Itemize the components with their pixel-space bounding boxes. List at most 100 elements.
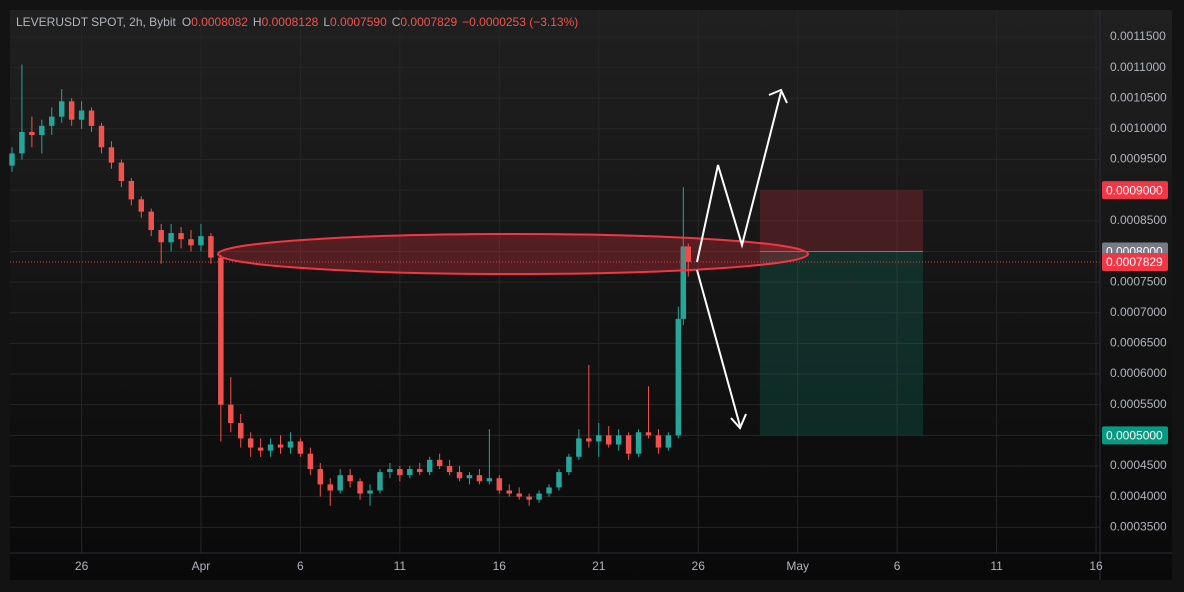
candle-body — [307, 453, 314, 470]
change: −0.0000253 (−3.13%) — [462, 15, 578, 29]
candle-body — [78, 110, 85, 120]
candle-body — [426, 459, 433, 473]
candle-body — [208, 236, 214, 258]
candle-body — [486, 478, 493, 482]
candle-body — [68, 101, 75, 120]
candle-body — [576, 438, 582, 457]
candle-body — [407, 469, 413, 476]
candle-body — [168, 233, 174, 243]
candle-body — [19, 131, 25, 154]
candle-body — [377, 472, 383, 491]
symbol: LEVERUSDT SPOT, 2h, Bybit — [16, 15, 177, 29]
candle-body — [655, 435, 662, 448]
candle-body — [267, 444, 274, 451]
candle-body — [188, 239, 194, 246]
candle-body — [218, 257, 224, 405]
candle-body — [516, 493, 522, 497]
candle-body — [665, 435, 672, 448]
ohlc-key: L — [323, 15, 330, 29]
price-tag — [1102, 252, 1168, 271]
candle-body — [645, 432, 652, 436]
candle-body — [9, 153, 15, 166]
candle-body — [49, 116, 55, 126]
candle-body — [257, 447, 264, 451]
candle-body — [287, 441, 294, 448]
candle-body — [297, 441, 304, 454]
candle-body — [546, 487, 552, 494]
y-tick-label: 0.0004000 — [1110, 489, 1167, 503]
candle-body — [556, 472, 562, 488]
y-tick-label: 0.0003500 — [1110, 519, 1167, 533]
down-arrow — [696, 269, 741, 427]
candle-body — [456, 472, 463, 479]
candle-body — [367, 490, 373, 494]
chart-panel — [10, 10, 1172, 580]
x-tick-label: 21 — [592, 559, 606, 573]
y-tick-label: 0.0006500 — [1110, 336, 1167, 350]
candle-body — [317, 469, 324, 485]
x-tick-label: 16 — [1089, 559, 1103, 573]
stop-zone — [759, 190, 923, 252]
highlight-ellipse — [217, 233, 809, 275]
candle-body — [387, 469, 393, 473]
candle-body — [446, 465, 453, 473]
candle-body — [675, 318, 682, 436]
x-tick-label: Apr — [192, 559, 211, 573]
x-tick-label: 6 — [297, 559, 304, 573]
y-tick-label: 0.0010500 — [1110, 90, 1167, 104]
up-arrow — [696, 91, 782, 263]
x-tick-label: 11 — [394, 559, 407, 573]
candle-body — [29, 131, 35, 136]
x-tick-label: 16 — [493, 559, 507, 573]
candle-body — [605, 435, 612, 445]
arrows — [696, 88, 788, 430]
y-tick-label: 0.0007500 — [1110, 274, 1167, 288]
candle-body — [198, 236, 204, 246]
candle-body — [108, 147, 115, 163]
x-tick-label: May — [786, 559, 809, 573]
header: LEVERUSDT SPOT, 2h, Bybit O0.0008082 H0.00… — [16, 15, 578, 29]
candle-body — [476, 475, 483, 482]
y-tick-label: 0.0011000 — [1110, 60, 1166, 74]
price-tag-label: 0.0005000 — [1106, 429, 1163, 443]
candle-body — [586, 438, 592, 442]
candle-body — [496, 478, 503, 491]
candle-body — [247, 438, 254, 448]
candle-body — [625, 435, 632, 454]
candle-body — [397, 469, 403, 476]
candle-body — [178, 233, 184, 240]
target-zone — [759, 251, 923, 436]
ohlc-value: 0.0008082 — [191, 15, 248, 29]
candle-body — [148, 211, 154, 231]
candle-body — [436, 459, 443, 466]
candle-body — [337, 475, 343, 491]
y-tick-label: 0.0011500 — [1110, 29, 1166, 43]
x-tick-label: 26 — [75, 559, 89, 573]
candle-body — [138, 199, 145, 212]
candle-body — [417, 469, 423, 473]
x-tick-label: 6 — [894, 559, 901, 573]
candle-body — [158, 230, 164, 243]
candle-body — [526, 496, 532, 500]
candle-body — [357, 481, 363, 494]
ohlc-value: 0.0007590 — [330, 15, 387, 29]
y-tick-label: 0.0010000 — [1110, 121, 1167, 135]
price-tag-label: 0.0009000 — [1106, 183, 1163, 197]
candle-body — [327, 484, 333, 491]
ohlc-value: 0.0008128 — [262, 15, 319, 29]
y-tick-label: 0.0007000 — [1110, 305, 1167, 319]
candle-body — [58, 101, 65, 117]
down-arrowhead — [730, 413, 747, 430]
x-tick-label: 26 — [692, 559, 706, 573]
candle-body — [39, 125, 45, 136]
y-tick-label: 0.0009500 — [1110, 152, 1167, 166]
candle-body — [98, 125, 105, 148]
candle-body — [347, 475, 353, 482]
price-tag-label: 0.0007829 — [1106, 255, 1163, 269]
candle-body — [118, 162, 125, 181]
candle-body — [685, 246, 692, 262]
candle-body — [506, 490, 512, 494]
candle-body — [596, 435, 602, 442]
candle-body — [277, 444, 284, 448]
y-tick-label: 0.0005500 — [1110, 397, 1167, 411]
